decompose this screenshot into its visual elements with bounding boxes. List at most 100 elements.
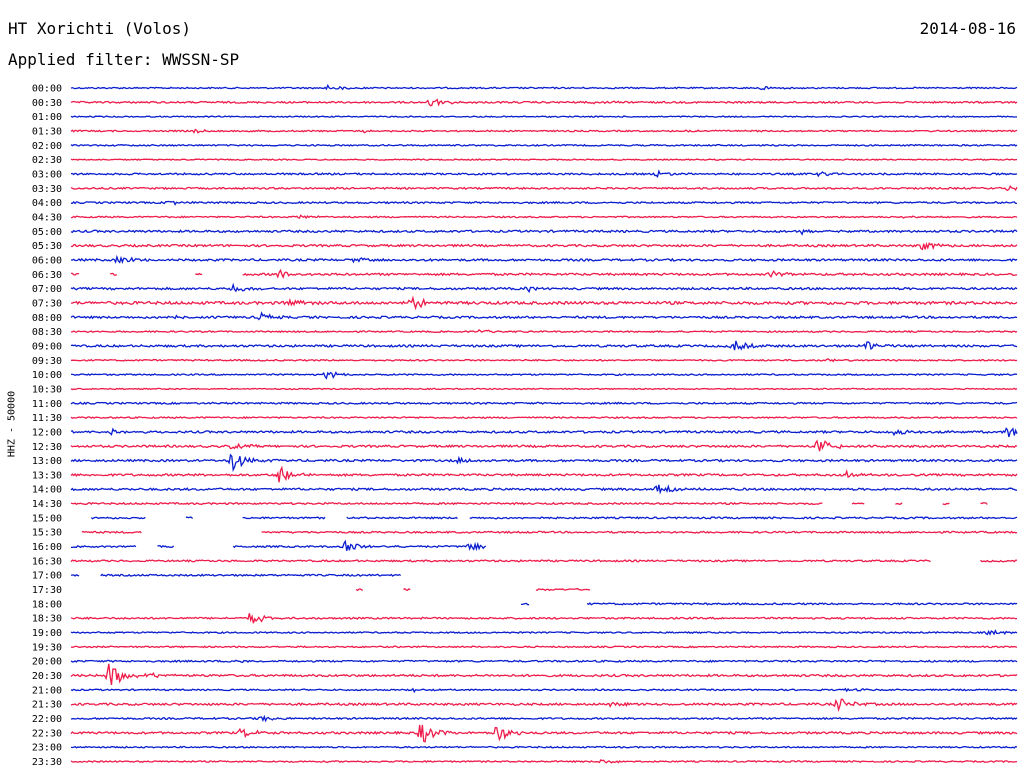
time-tick-label: 07:30 bbox=[32, 298, 62, 309]
time-tick-label: 03:30 bbox=[32, 184, 62, 195]
seismic-trace bbox=[70, 484, 1018, 495]
time-tick-label: 10:00 bbox=[32, 370, 62, 381]
seismic-trace bbox=[70, 358, 1018, 363]
station-title: HT Xorichti (Volos) bbox=[8, 19, 192, 38]
time-tick-label: 22:30 bbox=[32, 728, 62, 739]
seismic-trace bbox=[70, 128, 1018, 134]
seismic-trace bbox=[70, 311, 1018, 321]
seismic-trace bbox=[70, 698, 1018, 713]
time-tick-label: 10:30 bbox=[32, 384, 62, 395]
seismic-trace bbox=[70, 282, 1018, 294]
time-tick-label: 07:00 bbox=[32, 284, 62, 295]
seismic-trace bbox=[70, 427, 1018, 438]
time-tick-label: 13:00 bbox=[32, 456, 62, 467]
time-tick-label: 04:00 bbox=[32, 198, 62, 209]
seismic-trace bbox=[70, 714, 1018, 723]
seismic-trace bbox=[70, 214, 1018, 220]
time-tick-label: 06:00 bbox=[32, 255, 62, 266]
seismic-trace bbox=[70, 559, 1018, 563]
time-tick-label: 19:30 bbox=[32, 642, 62, 653]
seismic-trace bbox=[70, 663, 1018, 686]
seismic-trace bbox=[70, 439, 1018, 452]
seismic-trace bbox=[70, 200, 1017, 206]
time-tick-label: 13:30 bbox=[32, 470, 62, 481]
time-tick-label: 00:00 bbox=[32, 84, 62, 95]
filter-label: Applied filter: WWSSN-SP bbox=[8, 50, 240, 69]
time-tick-label: 16:30 bbox=[32, 556, 62, 567]
time-tick-label: 15:00 bbox=[32, 513, 62, 524]
time-tick-label: 18:30 bbox=[32, 614, 62, 625]
time-tick-label: 16:00 bbox=[32, 542, 62, 553]
time-tick-label: 17:00 bbox=[32, 571, 62, 582]
seismic-trace bbox=[521, 602, 1018, 606]
time-tick-label: 05:30 bbox=[32, 241, 62, 252]
time-tick-label: 01:00 bbox=[32, 112, 62, 123]
seismic-trace bbox=[71, 268, 1018, 279]
seismic-trace bbox=[70, 83, 1018, 91]
time-tick-label: 18:00 bbox=[32, 599, 62, 610]
seismic-trace bbox=[70, 242, 1018, 251]
time-tick-label: 03:00 bbox=[32, 169, 62, 180]
seismic-trace bbox=[70, 254, 1018, 264]
seismic-trace bbox=[90, 516, 1018, 520]
seismic-trace bbox=[70, 415, 1018, 420]
seismic-trace bbox=[70, 98, 1018, 107]
time-tick-label: 02:00 bbox=[32, 141, 62, 152]
time-tick-label: 12:00 bbox=[32, 427, 62, 438]
seismic-trace bbox=[70, 158, 1017, 162]
time-tick-label: 19:00 bbox=[32, 628, 62, 639]
time-tick-label: 17:30 bbox=[32, 585, 62, 596]
seismic-trace bbox=[70, 115, 1018, 118]
time-tick-label: 09:00 bbox=[32, 341, 62, 352]
time-tick-label: 14:30 bbox=[32, 499, 62, 510]
time-tick-label: 00:30 bbox=[32, 98, 62, 109]
seismic-trace bbox=[70, 184, 1018, 192]
seismic-trace bbox=[70, 401, 1018, 406]
time-tick-label: 08:00 bbox=[32, 313, 62, 324]
seismic-trace bbox=[71, 329, 1018, 334]
time-tick-label: 08:30 bbox=[32, 327, 62, 338]
time-tick-label: 21:00 bbox=[32, 685, 62, 696]
time-tick-label: 23:00 bbox=[32, 743, 62, 754]
time-tick-label: 11:00 bbox=[32, 399, 62, 410]
seismic-trace bbox=[70, 724, 1018, 743]
time-tick-label: 04:30 bbox=[32, 212, 62, 223]
seismic-trace bbox=[70, 465, 1018, 483]
time-tick-label: 15:30 bbox=[32, 528, 62, 539]
time-tick-label: 01:30 bbox=[32, 126, 62, 137]
seismic-trace bbox=[70, 629, 1018, 636]
seismic-trace bbox=[70, 501, 988, 506]
time-tick-label: 23:30 bbox=[32, 757, 62, 768]
time-tick-label: 20:00 bbox=[32, 657, 62, 668]
seismic-trace bbox=[70, 453, 1018, 473]
seismic-trace bbox=[70, 659, 1018, 664]
seismic-trace bbox=[70, 645, 1018, 649]
seismic-trace bbox=[71, 295, 1018, 311]
time-tick-label: 11:30 bbox=[32, 413, 62, 424]
time-tick-label: 06:30 bbox=[32, 270, 62, 281]
seismic-trace bbox=[71, 371, 1018, 380]
time-tick-label: 14:00 bbox=[32, 485, 62, 496]
seismic-trace bbox=[81, 530, 1018, 535]
record-date: 2014-08-16 bbox=[919, 19, 1016, 38]
time-tick-label: 20:30 bbox=[32, 671, 62, 682]
time-tick-label: 05:00 bbox=[32, 227, 62, 238]
seismic-trace bbox=[70, 387, 1018, 391]
time-tick-label: 21:30 bbox=[32, 700, 62, 711]
time-tick-label: 02:30 bbox=[32, 155, 62, 166]
seismic-trace bbox=[70, 169, 1018, 179]
seismic-trace bbox=[355, 588, 590, 592]
seismic-trace bbox=[70, 539, 487, 552]
seismic-trace bbox=[70, 228, 1018, 236]
time-tick-label: 09:30 bbox=[32, 356, 62, 367]
seismic-trace bbox=[70, 613, 1018, 624]
seismic-trace bbox=[70, 745, 1018, 749]
seismic-trace bbox=[70, 687, 1018, 694]
seismic-trace bbox=[70, 758, 1018, 764]
seismic-trace bbox=[71, 573, 402, 578]
time-tick-label: 12:30 bbox=[32, 442, 62, 453]
seismic-trace bbox=[70, 143, 1018, 147]
time-tick-label: 22:00 bbox=[32, 714, 62, 725]
seismic-trace bbox=[70, 340, 1018, 351]
